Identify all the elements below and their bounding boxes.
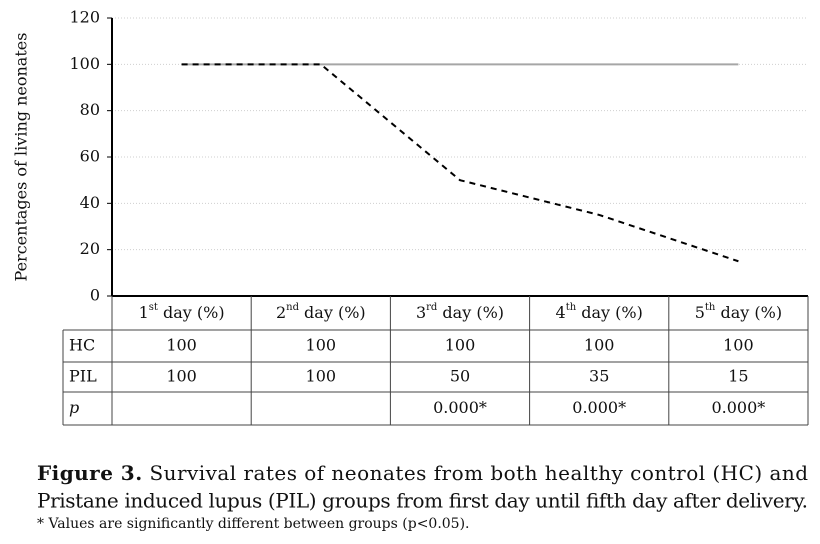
header-number: 3 <box>416 303 426 322</box>
y-tick-label: 120 <box>69 8 100 27</box>
header-number: 1 <box>139 303 149 322</box>
caption-line: Figure 3. Survival rates of neonates fro… <box>37 461 808 485</box>
y-tick-label: 80 <box>80 100 100 119</box>
header-superscript: rd <box>426 302 438 313</box>
header-text: day (%) <box>576 303 643 322</box>
column-header: 3rd day (%) <box>416 302 504 322</box>
header-text: day (%) <box>437 303 504 322</box>
table-value: 35 <box>589 367 609 386</box>
header-text: day (%) <box>158 303 225 322</box>
header-number: 5 <box>695 303 705 322</box>
header-text: day (%) <box>715 303 782 322</box>
y-tick-label: 100 <box>69 54 100 73</box>
table-value: 100 <box>166 367 197 386</box>
row-label: p <box>69 398 79 417</box>
header-number: 4 <box>556 303 566 322</box>
header-superscript: th <box>566 302 577 313</box>
header-superscript: nd <box>286 302 299 313</box>
y-axis-label: Percentages of living neonates <box>12 33 31 282</box>
y-tick-label: 0 <box>90 286 100 305</box>
row-label: HC <box>69 336 95 355</box>
column-header: 4th day (%) <box>556 302 643 322</box>
p-value: 0.000* <box>572 398 626 417</box>
p-value: 0.000* <box>711 398 765 417</box>
table-value: 50 <box>450 367 470 386</box>
y-tick-label: 20 <box>80 239 100 258</box>
header-number: 2 <box>276 303 286 322</box>
table-value: 100 <box>445 336 476 355</box>
table-value: 100 <box>306 336 337 355</box>
p-value: 0.000* <box>433 398 487 417</box>
column-header: 1st day (%) <box>139 302 225 322</box>
table-value: 100 <box>166 336 197 355</box>
y-tick-label: 60 <box>80 147 100 166</box>
header-text: day (%) <box>299 303 366 322</box>
table-value: 100 <box>584 336 615 355</box>
header-superscript: st <box>149 302 158 313</box>
row-label: PIL <box>69 367 97 386</box>
table-value: 100 <box>306 367 337 386</box>
column-header: 2nd day (%) <box>276 302 366 322</box>
footnote: * Values are significantly different bet… <box>37 516 470 532</box>
column-header: 5th day (%) <box>695 302 782 322</box>
data-line <box>181 63 739 263</box>
y-tick-label: 40 <box>80 193 100 212</box>
table-value: 100 <box>723 336 754 355</box>
header-superscript: th <box>705 302 716 313</box>
caption-line: Pristane induced lupus (PIL) groups from… <box>37 489 808 513</box>
caption-text: Survival rates of neonates from both hea… <box>149 461 808 485</box>
caption-label: Figure 3. <box>37 461 142 485</box>
table-value: 15 <box>728 367 748 386</box>
